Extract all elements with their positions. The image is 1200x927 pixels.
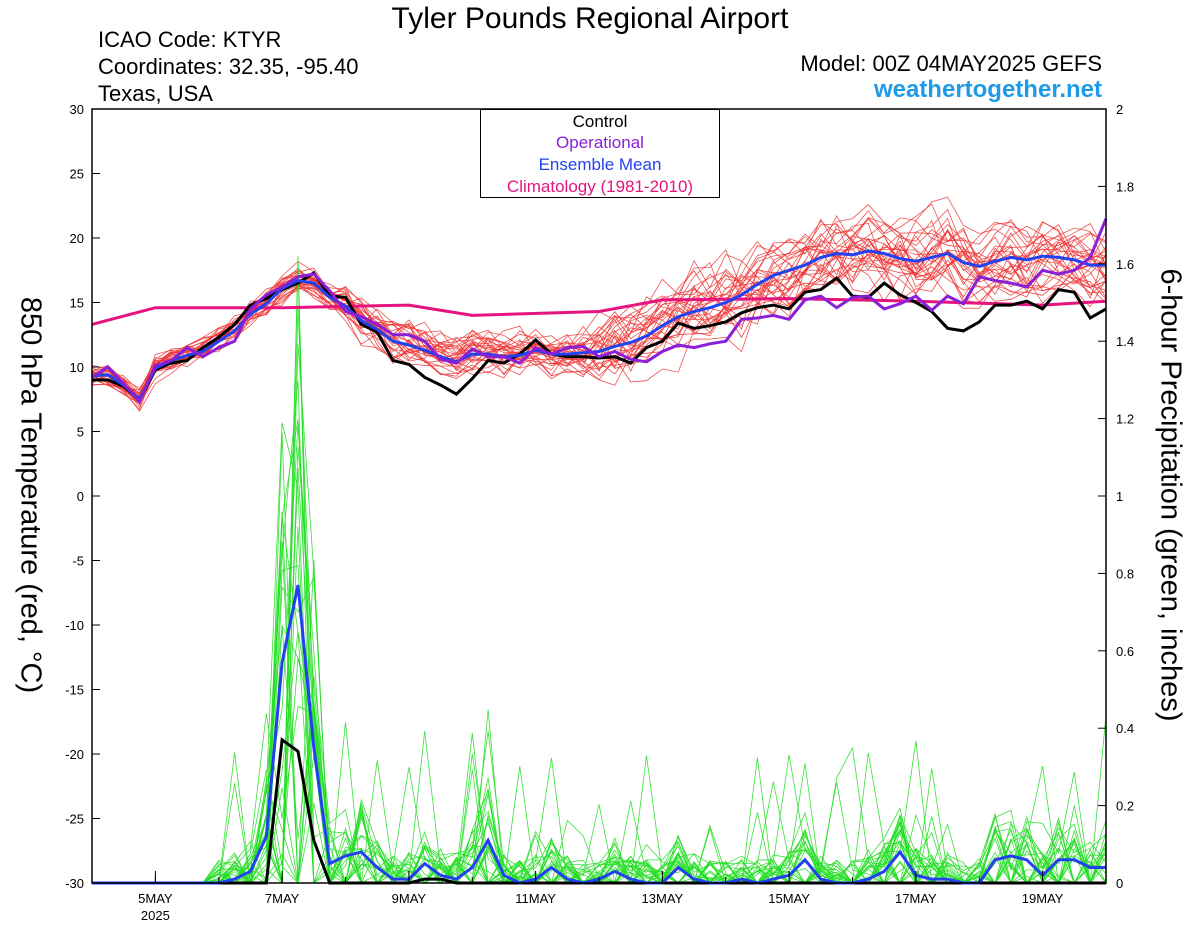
legend-operational: Operational: [556, 133, 644, 152]
precipitation-member-line: [92, 422, 1107, 885]
legend: Control Operational Ensemble Mean Climat…: [480, 109, 720, 198]
left-axis-ticks: -30 -25 -20 -15 -10 -5 0 5 10 15 20 25 30: [65, 102, 100, 891]
left-tick-label: 10: [70, 360, 84, 375]
coordinates: Coordinates: 32.35, -95.40: [98, 54, 359, 79]
precipitation-member-line: [92, 422, 1107, 884]
precipitation-member-line: [92, 754, 1106, 885]
model-run: Model: 00Z 04MAY2025 GEFS: [800, 51, 1102, 76]
x-tick-label: 19MAY: [1022, 891, 1064, 906]
icao-code: ICAO Code: KTYR: [98, 27, 282, 52]
y-axis-label-right: 6-hour Precipitation (green, inches): [1154, 268, 1187, 722]
precipitation-member-line: [92, 541, 1106, 884]
temperature-member-line: [91, 225, 1107, 404]
left-tick-label: 5: [77, 425, 84, 440]
left-tick-label: 30: [70, 102, 84, 117]
precipitation-member-line: [92, 722, 1107, 885]
ensemble-members-temperature: [91, 196, 1107, 412]
left-tick-label: 15: [70, 296, 84, 311]
precipitation-member-line: [92, 577, 1107, 885]
left-tick-label: 20: [70, 231, 84, 246]
temperature-operational-line: [91, 218, 1108, 405]
right-tick-label: 2: [1116, 102, 1123, 117]
precipitation-member-line: [92, 787, 1106, 885]
x-tick-label: 13MAY: [642, 891, 684, 906]
temperature-mean-line: [91, 249, 1106, 402]
x-tick-label: 15MAY: [768, 891, 810, 906]
legend-control: Control: [572, 112, 628, 131]
legend-climatology: Climatology (1981-2010): [506, 177, 694, 196]
right-tick-label: 1.4: [1116, 334, 1134, 349]
right-tick-label: 1: [1116, 489, 1123, 504]
right-tick-label: 0.2: [1116, 799, 1134, 814]
left-tick-label: -5: [72, 554, 84, 569]
left-tick-label: -15: [65, 683, 84, 698]
region: Texas, USA: [98, 81, 213, 106]
y-axis-label-left: 850 hPa Temperature (red, °C): [14, 296, 47, 694]
temperature-member-line: [91, 221, 1107, 389]
x-tick-label: 7MAY: [265, 891, 300, 906]
x-tick-label: 17MAY: [895, 891, 937, 906]
temperature-member-line: [91, 232, 1107, 394]
x-tick-label: 11MAY: [515, 891, 556, 906]
temperature-control-line: [92, 270, 1107, 403]
left-tick-label: -20: [65, 747, 84, 762]
precipitation-member-line: [92, 344, 1107, 885]
right-tick-label: 0.6: [1116, 644, 1134, 659]
precipitation-member-line: [92, 658, 1107, 885]
precipitation-member-line: [92, 255, 1107, 884]
right-tick-label: 1.2: [1116, 412, 1134, 427]
precipitation-member-line: [92, 468, 1107, 885]
x-axis-ticks: 5MAY 7MAY 9MAY 11MAY 13MAY 15MAY 17MAY 19MAY 202…: [91, 871, 1107, 923]
x-year-label: 2025: [141, 908, 170, 923]
precipitation-member-line: [92, 380, 1107, 885]
precipitation-member-line: [92, 432, 1106, 885]
right-tick-label: 0.8: [1116, 566, 1134, 581]
right-tick-label: 0.4: [1116, 721, 1134, 736]
left-tick-label: -25: [65, 812, 84, 827]
precipitation-member-line: [92, 705, 1107, 885]
right-axis-ticks: 0 0.2 0.4 0.6 0.8 1 1.2 1.4 1.6 1.8 2: [1098, 102, 1134, 891]
right-tick-label: 1.8: [1116, 179, 1134, 194]
precipitation-member-line: [92, 565, 1106, 884]
right-tick-label: 0: [1116, 876, 1123, 891]
left-tick-label: -30: [65, 876, 84, 891]
left-tick-label: 25: [70, 167, 84, 182]
page-title: Tyler Pounds Regional Airport: [391, 2, 789, 35]
right-tick-label: 1.6: [1116, 257, 1134, 272]
precip-mean-line: [92, 584, 1106, 885]
x-tick-label: 5MAY: [138, 891, 173, 906]
precip-control-line: [92, 737, 1106, 885]
legend-ensemble-mean: Ensemble Mean: [538, 155, 662, 174]
precipitation-member-line: [92, 754, 1107, 885]
temperature-member-line: [91, 227, 1107, 411]
precipitation-member-line: [92, 446, 1106, 884]
left-tick-label: -10: [65, 618, 84, 633]
precipitation-member-line: [92, 419, 1106, 885]
left-tick-label: 0: [77, 489, 84, 504]
precipitation-member-line: [92, 307, 1107, 884]
temperature-member-line: [91, 196, 1107, 398]
x-tick-label: 9MAY: [392, 891, 427, 906]
site-url[interactable]: weathertogether.net: [873, 76, 1102, 103]
primary-series-lines: [91, 218, 1108, 885]
precipitation-member-line: [92, 512, 1107, 884]
